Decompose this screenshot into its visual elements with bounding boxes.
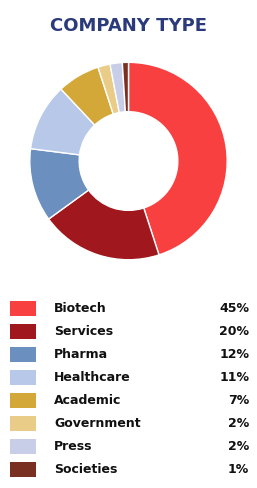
Text: COMPANY TYPE: COMPANY TYPE xyxy=(50,17,207,35)
Text: 45%: 45% xyxy=(219,303,249,315)
Text: Societies: Societies xyxy=(54,463,117,476)
Wedge shape xyxy=(61,67,113,125)
Text: 1%: 1% xyxy=(228,463,249,476)
Text: 12%: 12% xyxy=(219,348,249,361)
Wedge shape xyxy=(98,64,119,114)
FancyBboxPatch shape xyxy=(10,462,36,477)
Text: 11%: 11% xyxy=(219,371,249,384)
FancyBboxPatch shape xyxy=(10,347,36,362)
Text: Biotech: Biotech xyxy=(54,303,107,315)
Text: 2%: 2% xyxy=(228,440,249,453)
Text: Pharma: Pharma xyxy=(54,348,108,361)
FancyBboxPatch shape xyxy=(10,302,36,316)
Text: Academic: Academic xyxy=(54,394,121,407)
FancyBboxPatch shape xyxy=(10,370,36,385)
Wedge shape xyxy=(31,89,95,155)
Text: 20%: 20% xyxy=(219,325,249,338)
Wedge shape xyxy=(110,62,125,113)
Text: Healthcare: Healthcare xyxy=(54,371,131,384)
Text: 2%: 2% xyxy=(228,417,249,430)
Text: 7%: 7% xyxy=(228,394,249,407)
Wedge shape xyxy=(128,62,227,255)
Wedge shape xyxy=(49,190,159,260)
Wedge shape xyxy=(30,149,89,219)
Text: Press: Press xyxy=(54,440,93,453)
FancyBboxPatch shape xyxy=(10,439,36,454)
FancyBboxPatch shape xyxy=(10,325,36,339)
Text: Services: Services xyxy=(54,325,113,338)
Text: Government: Government xyxy=(54,417,141,430)
FancyBboxPatch shape xyxy=(10,416,36,431)
Wedge shape xyxy=(122,62,128,112)
FancyBboxPatch shape xyxy=(10,393,36,408)
